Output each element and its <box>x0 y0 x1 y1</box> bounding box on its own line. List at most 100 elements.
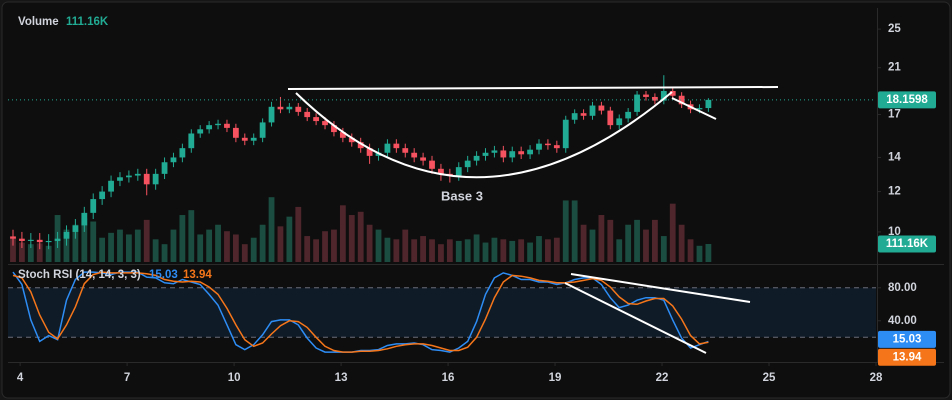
volume-bar <box>473 234 480 262</box>
volume-bar <box>224 231 230 262</box>
resistance-line <box>287 86 779 90</box>
x-tick-label: 28 <box>870 372 883 384</box>
candle-body <box>473 155 480 161</box>
x-tick-label: 10 <box>228 372 241 384</box>
candle-body <box>152 173 159 185</box>
candle-body <box>553 145 560 149</box>
volume-bar <box>241 244 248 262</box>
candle-body <box>90 199 97 213</box>
candle-body <box>652 96 658 101</box>
candle-body <box>134 173 141 176</box>
volume-bar <box>357 211 364 262</box>
candle-body <box>536 143 542 150</box>
volume-bar <box>527 242 533 262</box>
candle-body <box>339 132 346 138</box>
candle-body <box>607 110 614 126</box>
candle-body <box>268 106 275 123</box>
candle-body <box>19 238 25 241</box>
volume-bar <box>170 229 177 262</box>
volume-bar <box>339 205 346 262</box>
candle-body <box>527 149 533 155</box>
volume-bar <box>634 219 640 262</box>
volume-bar <box>36 243 43 262</box>
volume-bar <box>375 229 382 262</box>
volume-bar <box>27 244 34 262</box>
candle-body <box>125 175 132 178</box>
volume-bar <box>63 229 70 262</box>
x-tick-label: 7 <box>124 372 130 384</box>
candle-body <box>482 152 489 156</box>
candle-body <box>259 122 266 138</box>
candle-body <box>188 133 195 149</box>
x-tick-label: 25 <box>763 372 776 384</box>
volume-bar <box>669 203 676 262</box>
candle-body <box>580 113 587 116</box>
volume-bar <box>438 244 444 262</box>
candle-body <box>304 111 311 118</box>
volume-bar <box>518 239 525 262</box>
drawings <box>287 86 779 354</box>
candle-body <box>45 240 52 243</box>
candle-body <box>545 143 551 146</box>
volume-bar <box>108 232 114 262</box>
cup-curve <box>295 91 673 179</box>
candle-body <box>660 91 667 101</box>
volume-bar <box>313 239 320 262</box>
x-tick-label: 13 <box>335 372 348 384</box>
volume-bar <box>179 215 186 262</box>
volume-bar <box>402 229 409 262</box>
volume-bar <box>687 239 694 262</box>
volume-bar <box>19 242 25 262</box>
candle-body <box>669 91 676 96</box>
candle-body <box>500 150 507 158</box>
volume-bar <box>215 224 221 262</box>
volume-bar <box>90 221 97 262</box>
volume-bar <box>464 239 471 262</box>
volume-bar <box>197 234 204 262</box>
volume-bar <box>652 219 658 262</box>
candle-body <box>357 142 364 149</box>
candle-body <box>99 191 106 200</box>
candle-body <box>54 238 61 241</box>
stoch-band <box>8 287 876 338</box>
candle-body <box>634 94 640 112</box>
volume-bar <box>562 200 569 262</box>
volume-bar <box>509 240 516 262</box>
volume-bar <box>206 229 213 262</box>
stoch-title: Stoch RSI (14, 14, 3, 3) <box>18 269 141 281</box>
volume-bar <box>580 224 587 262</box>
candle-body <box>509 151 516 158</box>
volume-bar <box>446 239 453 262</box>
candle-body <box>241 137 248 141</box>
candle-body <box>143 173 150 185</box>
candle-body <box>206 125 213 130</box>
candle-body <box>393 143 400 149</box>
volume-bar <box>366 224 373 262</box>
candle-body <box>72 225 79 232</box>
y-tick-label: 12 <box>888 186 901 198</box>
volume-bar <box>331 229 337 262</box>
stoch-line <box>12 271 709 353</box>
candle-body <box>366 148 373 156</box>
volume-bar <box>152 239 159 262</box>
volume-bar <box>72 224 79 262</box>
candle-body <box>224 123 230 128</box>
y-tick-label: 17 <box>888 109 901 121</box>
volume-bar <box>143 219 150 262</box>
volume-bar <box>295 206 302 262</box>
candle-body <box>10 236 16 239</box>
candle-body <box>108 180 114 192</box>
volume-bar <box>491 237 498 262</box>
candle-body <box>322 121 328 126</box>
volume-bar <box>10 237 16 262</box>
volume-bar <box>348 215 355 262</box>
volume-bar <box>286 216 293 262</box>
volume-bar <box>678 224 685 262</box>
annotation: Base 3 <box>441 188 483 203</box>
volume-tag <box>878 235 936 253</box>
volume-bar <box>125 234 132 262</box>
volume-bar <box>268 197 275 262</box>
candle-body <box>464 160 471 168</box>
x-tick-label: 16 <box>442 372 455 384</box>
